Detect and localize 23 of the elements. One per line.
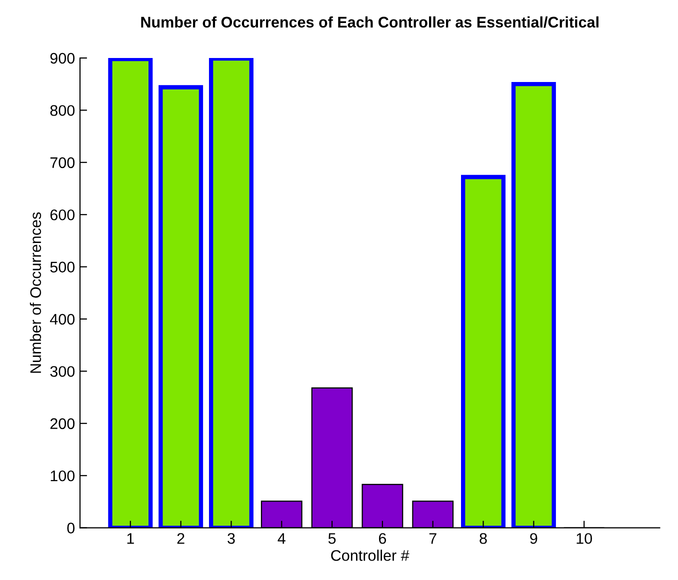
y-tick-label: 800	[50, 105, 75, 116]
x-axis-title: Controller #	[331, 550, 410, 561]
y-tick-label: 200	[50, 418, 75, 430]
y-tick-label: 400	[50, 314, 75, 325]
x-tick-label: 7	[429, 533, 436, 544]
y-tick-label: 500	[50, 262, 75, 272]
x-tick-label: 10	[576, 533, 592, 544]
y-axis-title: Number of Occurrences	[30, 212, 42, 373]
x-tick-label: 9	[530, 533, 538, 544]
chart-title: Number of Occurrences of Each Controller as Essential/Critical	[141, 16, 598, 28]
x-tick-label: 5	[328, 533, 336, 544]
x-tick-label: 2	[177, 533, 184, 544]
y-tick-label: 700	[50, 157, 75, 168]
x-tick-label: 4	[278, 533, 286, 544]
x-tick-label: 6	[378, 533, 386, 544]
x-tick-label: 8	[480, 533, 487, 544]
y-tick-label: 300	[50, 366, 75, 377]
x-tick-label: 3	[228, 533, 235, 544]
y-tick-label: 600	[50, 209, 75, 220]
y-tick-label: 100	[50, 470, 75, 482]
y-tick-label: 0	[67, 522, 75, 534]
x-tick-label: 1	[127, 533, 134, 544]
y-tick-label: 900	[50, 52, 75, 64]
